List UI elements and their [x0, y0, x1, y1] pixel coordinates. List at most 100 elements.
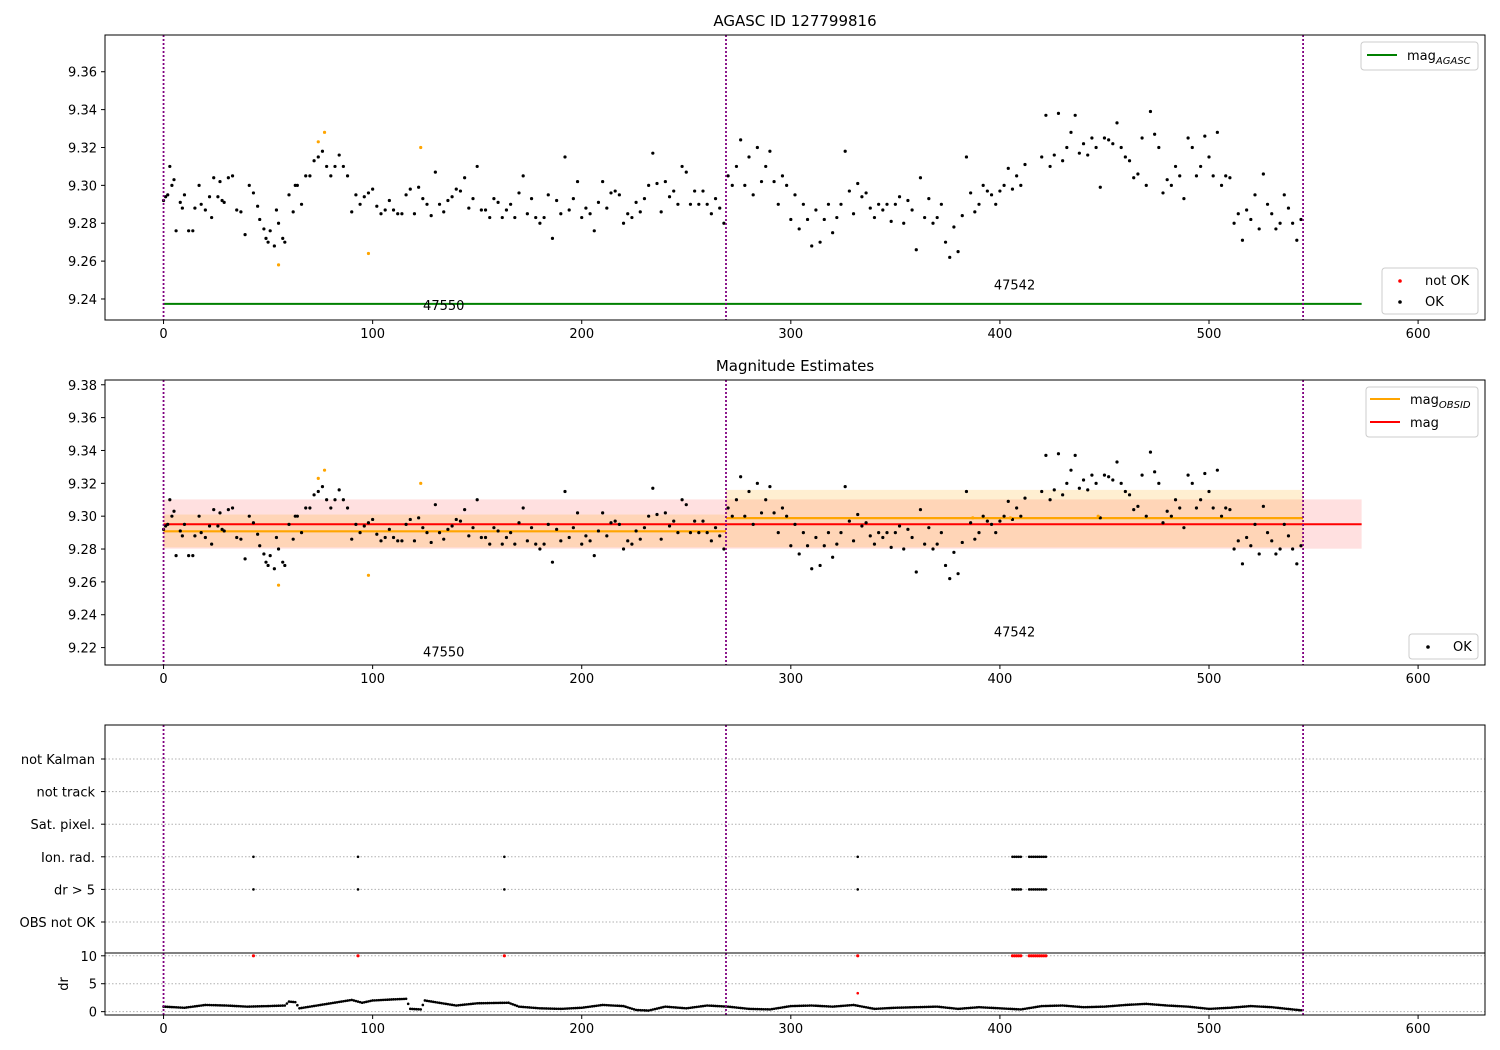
ok-point: [994, 202, 998, 206]
dr-point: [494, 1001, 498, 1005]
ok-point: [739, 475, 743, 479]
dr-point: [933, 1005, 937, 1008]
dr-point: [1032, 1006, 1035, 1009]
ok-point: [164, 195, 168, 199]
ok-point: [776, 531, 780, 535]
dr-point: [559, 1007, 563, 1011]
ok-point: [647, 514, 651, 518]
dr-point: [1132, 1003, 1136, 1006]
ok-point: [1253, 522, 1257, 526]
dr-point: [1048, 1004, 1052, 1008]
dr-point: [390, 998, 393, 1001]
p4-xtick-label: 0: [159, 1022, 167, 1037]
flag-point: [1040, 855, 1044, 859]
ok-point: [358, 202, 362, 206]
dr-point: [250, 1005, 253, 1008]
dr-point: [172, 1005, 176, 1009]
ok-point: [433, 503, 437, 507]
ok-point: [973, 537, 977, 541]
flag-point: [1013, 888, 1016, 891]
dr-point: [822, 1004, 826, 1008]
ok-point: [1090, 473, 1094, 477]
ok-point: [601, 179, 605, 184]
dr-point: [649, 1008, 653, 1012]
dr-point: [712, 1004, 715, 1008]
ok-point: [235, 208, 239, 212]
ok-point: [329, 506, 333, 510]
ok-point: [1111, 478, 1115, 482]
dr-point: [804, 1004, 807, 1007]
ok-point: [197, 514, 201, 518]
ok-point: [659, 537, 663, 541]
dr-point: [344, 999, 347, 1003]
ok-point: [281, 236, 285, 240]
ok-point: [739, 138, 743, 142]
ok-point: [1056, 111, 1061, 115]
dr-clipped-point: [251, 954, 256, 958]
dr-point: [555, 1007, 558, 1011]
dr-point: [814, 1004, 818, 1008]
dr-point: [802, 1004, 805, 1008]
dr-point: [977, 1005, 981, 1009]
dr-point: [542, 1007, 546, 1010]
ok-point: [768, 485, 772, 489]
dr-point: [764, 1008, 768, 1011]
dr-point: [1253, 1004, 1257, 1008]
dr-point: [187, 1005, 190, 1009]
ok-point: [1178, 506, 1182, 510]
dr-point: [306, 1005, 310, 1009]
dr-point: [350, 998, 354, 1002]
ok-point: [1015, 506, 1019, 510]
ok-point: [626, 212, 630, 216]
ok-point: [1199, 164, 1203, 169]
ok-point: [688, 531, 693, 535]
dr-point: [262, 1004, 266, 1008]
ok-point: [529, 526, 534, 530]
dr-point: [438, 1001, 441, 1005]
ok-point: [210, 215, 214, 220]
ok-point: [856, 512, 860, 517]
dr-point: [866, 1006, 870, 1009]
dr-point: [1046, 1004, 1050, 1008]
dr-point: [678, 1006, 682, 1010]
dr-point: [1107, 1004, 1110, 1008]
ok-point: [400, 212, 404, 216]
dr-point: [1126, 1003, 1129, 1007]
ok-point: [325, 164, 329, 169]
ok-point: [751, 522, 755, 526]
ok-point: [785, 183, 789, 187]
ok-point: [684, 170, 688, 174]
agasc-panel: AGASC ID 127799816 47550 47542 0 100 200 300…: [68, 12, 1486, 342]
ok-point: [362, 524, 366, 528]
dr-point: [701, 1004, 705, 1008]
p4-xtick-label: 300: [778, 1022, 803, 1037]
dr-point: [1213, 1007, 1217, 1010]
ok-point: [1270, 212, 1274, 216]
ok-point: [1019, 514, 1023, 518]
ok-point: [187, 229, 191, 233]
ok-point: [1270, 539, 1274, 543]
ok-point: [793, 193, 797, 197]
ok-point: [525, 212, 529, 216]
dr-point: [1161, 1003, 1165, 1007]
ok-point: [446, 198, 450, 203]
ok-point: [463, 176, 467, 180]
ok-point: [613, 519, 617, 523]
ok-point: [268, 229, 272, 233]
ok-point: [1165, 178, 1169, 182]
flag-point: [856, 888, 860, 891]
ok-point: [383, 535, 387, 540]
dr-point: [434, 1000, 437, 1004]
p2-ytick-label: 9.28: [68, 543, 97, 558]
ok-point: [1278, 547, 1282, 551]
dr-point: [193, 1005, 197, 1008]
dr-point: [500, 1001, 504, 1005]
ok-point: [172, 178, 176, 182]
ok-point: [1299, 544, 1303, 548]
ok-point: [722, 547, 726, 551]
ok-point: [1077, 151, 1081, 155]
ok-point: [316, 155, 320, 159]
ok-point: [630, 542, 634, 546]
dr-point: [758, 1007, 761, 1011]
ok-point: [1249, 544, 1253, 548]
